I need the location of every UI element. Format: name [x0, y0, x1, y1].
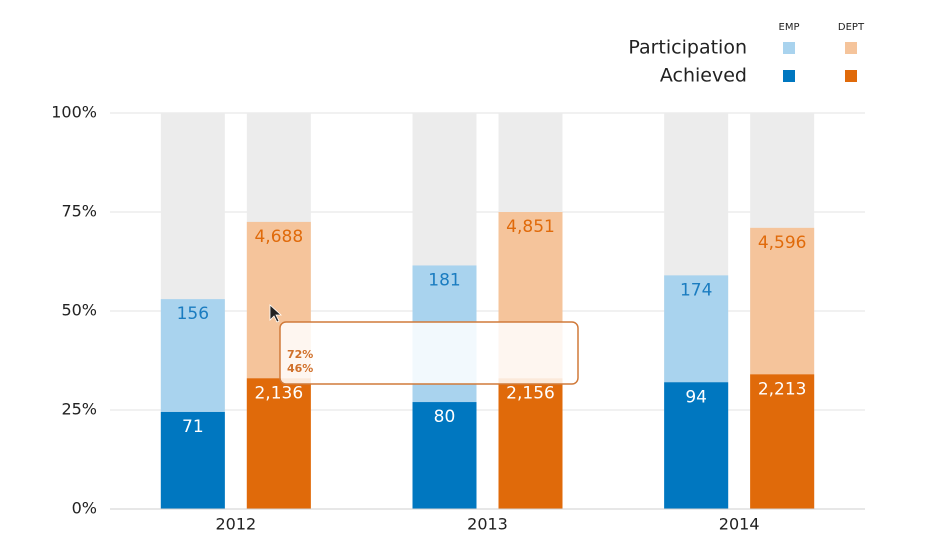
x-tick-label: 2013 — [467, 515, 508, 534]
bar — [498, 378, 563, 509]
data-label: 2,136 — [254, 383, 303, 403]
tooltip-text: 72% — [287, 348, 313, 361]
bar — [246, 378, 311, 509]
data-label: 181 — [428, 270, 460, 290]
y-tick-label: 0% — [72, 499, 97, 518]
legend-swatch — [845, 70, 857, 82]
bar — [664, 382, 729, 509]
tooltip — [279, 321, 579, 385]
legend-swatch — [783, 42, 795, 54]
x-tick-label: 2014 — [719, 515, 760, 534]
data-label: 94 — [685, 387, 707, 407]
data-label: 4,688 — [254, 227, 303, 247]
bar — [160, 411, 225, 509]
data-label: 174 — [680, 280, 712, 300]
data-label: 4,596 — [758, 233, 807, 253]
y-tick-label: 100% — [51, 103, 97, 122]
legend-label: Achieved — [660, 65, 747, 87]
data-label: 2,156 — [506, 383, 555, 403]
data-label: 156 — [177, 304, 209, 324]
legend-column-header: EMP — [779, 22, 800, 33]
legend-swatch — [783, 70, 795, 82]
x-tick-label: 2012 — [215, 515, 256, 534]
legend-swatch — [845, 42, 857, 54]
data-label: 71 — [182, 417, 204, 437]
data-label: 2,213 — [758, 379, 807, 399]
legend-column-header: DEPT — [838, 22, 865, 33]
cursor — [269, 304, 283, 323]
tooltip-text: 46% — [287, 362, 313, 375]
bar — [412, 402, 477, 509]
data-label: 80 — [434, 407, 456, 427]
data-label: 4,851 — [506, 217, 555, 237]
y-tick-label: 25% — [61, 400, 97, 419]
legend-label: Participation — [628, 37, 747, 59]
y-tick-label: 75% — [61, 202, 97, 221]
bar — [750, 374, 815, 509]
y-tick-label: 50% — [61, 301, 97, 320]
